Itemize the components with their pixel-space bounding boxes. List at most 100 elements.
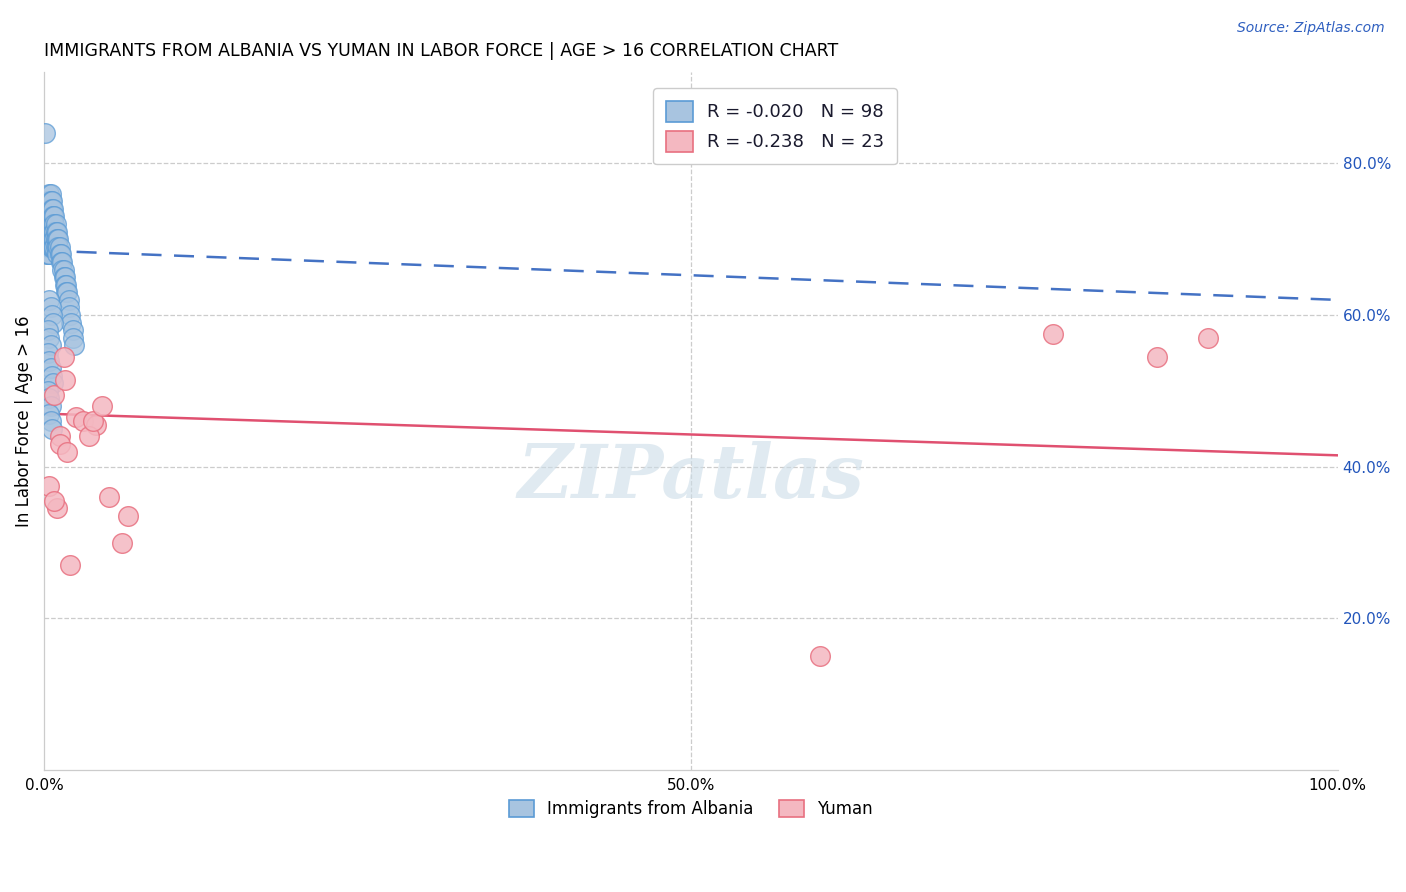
Point	[45, 217, 67, 231]
Point	[39, 210, 62, 224]
Point	[38, 217, 60, 231]
Point	[44, 240, 66, 254]
Point	[62, 323, 84, 337]
Point	[39, 338, 62, 352]
Text: Source: ZipAtlas.com: Source: ZipAtlas.com	[1237, 21, 1385, 35]
Point	[51, 255, 73, 269]
Point	[37, 202, 59, 216]
Point	[41, 368, 63, 383]
Point	[41, 210, 63, 224]
Point	[51, 262, 73, 277]
Point	[35, 240, 58, 254]
Point	[39, 414, 62, 428]
Point	[41, 308, 63, 322]
Point	[49, 255, 72, 269]
Point	[72, 414, 94, 428]
Point	[42, 232, 65, 246]
Point	[35, 232, 58, 246]
Point	[48, 429, 70, 443]
Point	[82, 414, 104, 428]
Point	[39, 361, 62, 376]
Point	[38, 392, 60, 406]
Point	[46, 501, 69, 516]
Point	[65, 410, 87, 425]
Point	[58, 301, 80, 315]
Point	[63, 338, 86, 352]
Point	[42, 217, 65, 231]
Point	[42, 225, 65, 239]
Point	[39, 240, 62, 254]
Point	[38, 194, 60, 209]
Point	[38, 225, 60, 239]
Point	[34, 217, 56, 231]
Legend: Immigrants from Albania, Yuman: Immigrants from Albania, Yuman	[502, 793, 879, 824]
Point	[53, 277, 76, 292]
Point	[41, 422, 63, 436]
Point	[39, 232, 62, 246]
Point	[38, 247, 60, 261]
Text: IMMIGRANTS FROM ALBANIA VS YUMAN IN LABOR FORCE | AGE > 16 CORRELATION CHART: IMMIGRANTS FROM ALBANIA VS YUMAN IN LABO…	[44, 42, 838, 60]
Point	[52, 262, 75, 277]
Point	[79, 429, 101, 443]
Point	[48, 437, 70, 451]
Point	[58, 293, 80, 307]
Point	[53, 270, 76, 285]
Point	[42, 202, 65, 216]
Point	[46, 247, 69, 261]
Text: ZIPatlas: ZIPatlas	[517, 441, 865, 513]
Point	[56, 285, 79, 300]
Point	[55, 285, 77, 300]
Point	[38, 407, 60, 421]
Point	[44, 232, 66, 246]
Point	[39, 217, 62, 231]
Point	[44, 210, 66, 224]
Point	[60, 316, 83, 330]
Point	[49, 247, 72, 261]
Point	[55, 277, 77, 292]
Point	[42, 240, 65, 254]
Point	[97, 490, 120, 504]
Point	[38, 353, 60, 368]
Point	[808, 649, 831, 664]
Point	[52, 350, 75, 364]
Point	[45, 232, 67, 246]
Point	[41, 202, 63, 216]
Point	[38, 240, 60, 254]
Point	[39, 301, 62, 315]
Point	[46, 240, 69, 254]
Point	[56, 444, 79, 458]
Point	[38, 232, 60, 246]
Point	[38, 293, 60, 307]
Point	[39, 202, 62, 216]
Point	[41, 194, 63, 209]
Point	[39, 399, 62, 413]
Point	[46, 240, 69, 254]
Point	[59, 558, 82, 573]
Point	[41, 225, 63, 239]
Point	[44, 225, 66, 239]
Point	[37, 346, 59, 360]
Point	[41, 217, 63, 231]
Point	[37, 247, 59, 261]
Point	[41, 240, 63, 254]
Point	[1146, 350, 1168, 364]
Point	[37, 217, 59, 231]
Point	[37, 232, 59, 246]
Point	[52, 270, 75, 285]
Point	[37, 240, 59, 254]
Point	[42, 210, 65, 224]
Point	[1042, 326, 1064, 341]
Point	[117, 508, 139, 523]
Point	[41, 232, 63, 246]
Point	[48, 247, 70, 261]
Point	[35, 225, 58, 239]
Point	[53, 372, 76, 386]
Point	[37, 194, 59, 209]
Point	[37, 384, 59, 398]
Point	[44, 387, 66, 401]
Point	[39, 194, 62, 209]
Point	[35, 247, 58, 261]
Point	[91, 399, 114, 413]
Point	[34, 126, 56, 140]
Point	[37, 210, 59, 224]
